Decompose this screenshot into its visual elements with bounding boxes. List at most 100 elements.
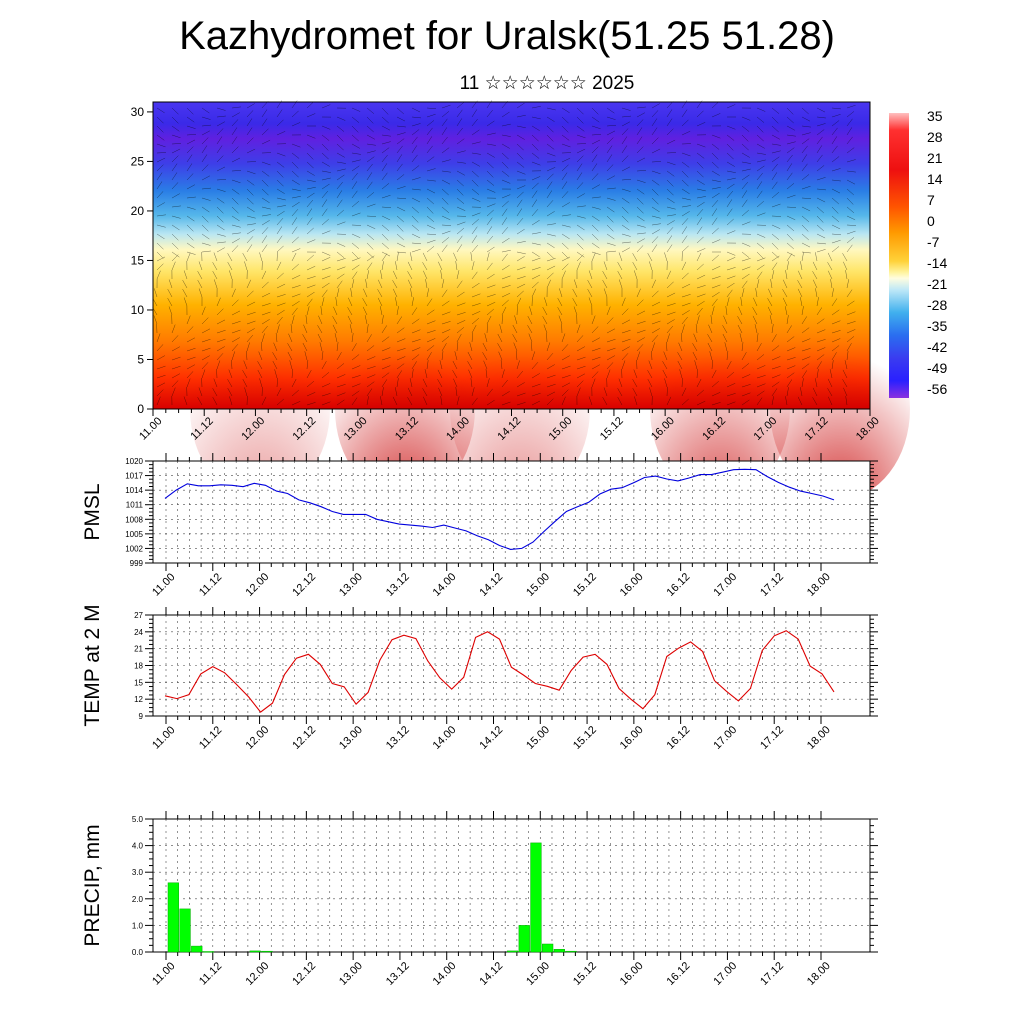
wind-barb	[752, 307, 758, 316]
wind-barb	[291, 368, 294, 379]
wind-barb	[366, 381, 375, 388]
wind-barb	[153, 315, 158, 325]
wind-barb	[696, 263, 704, 271]
wind-barb	[606, 369, 611, 379]
wind-barb	[306, 179, 316, 182]
wind-barb	[441, 230, 451, 235]
wind-barb	[441, 206, 450, 213]
wind-barb	[440, 396, 443, 406]
wind-barb	[467, 351, 473, 361]
wind-barb	[649, 261, 653, 271]
wind-barb	[471, 226, 478, 235]
wind-barb	[696, 368, 698, 379]
wind-barb	[846, 224, 857, 226]
wind-barb	[411, 129, 420, 136]
wind-barb	[785, 396, 788, 406]
wind-barb	[186, 134, 197, 136]
wind-barb	[456, 327, 465, 334]
wind-barb	[756, 152, 766, 155]
wind-barb	[785, 270, 788, 280]
wind-barb	[662, 361, 668, 370]
wind-barb	[501, 194, 511, 199]
wind-barb	[636, 197, 644, 205]
wind-barb	[831, 215, 840, 222]
wind-barb	[306, 359, 309, 370]
wind-barb	[711, 392, 721, 397]
wind-barb	[722, 325, 728, 334]
wind-barb	[663, 351, 668, 361]
wind-barb	[291, 389, 299, 397]
wind-barb	[350, 288, 353, 298]
wind-barb	[486, 399, 495, 406]
wind-barb	[741, 251, 750, 258]
wind-barb	[771, 345, 780, 352]
wind-barb	[411, 116, 422, 119]
wind-barb	[546, 398, 554, 406]
wind-barb	[666, 396, 672, 406]
y-tick-label: 15	[134, 678, 143, 687]
wind-barb	[216, 308, 224, 316]
wind-barb	[726, 289, 733, 298]
x-tick-label: 15.12	[571, 960, 599, 988]
wind-barb	[711, 208, 718, 217]
colorbar-label: 14	[927, 171, 943, 187]
wind-barb	[501, 208, 508, 217]
wind-barb	[606, 197, 616, 201]
wind-barb	[231, 288, 236, 298]
wind-barb	[321, 351, 324, 361]
precip-bar	[506, 950, 519, 953]
wind-barb	[411, 224, 419, 231]
wind-barb	[276, 324, 280, 334]
wind-barb	[336, 384, 346, 388]
wind-barb	[396, 145, 403, 154]
x-tick-label: 12.00	[243, 724, 271, 752]
wind-barb	[156, 365, 166, 370]
wind-barb	[546, 134, 554, 142]
x-tick-label: 13.12	[384, 571, 412, 599]
wind-barb	[171, 125, 180, 132]
wind-barb	[198, 387, 203, 397]
wind-barb	[497, 333, 503, 343]
wind-barb	[470, 252, 473, 262]
wind-barb	[797, 280, 803, 289]
wind-barb	[516, 290, 524, 298]
x-tick-label: 13.00	[337, 960, 365, 988]
wind-barb	[846, 279, 850, 289]
wind-barb	[411, 248, 421, 253]
x-tick-label: 15.12	[571, 724, 599, 752]
precip-bar	[518, 925, 530, 953]
wind-barb	[377, 279, 383, 289]
wind-barb	[846, 336, 855, 343]
wind-barb	[426, 309, 435, 316]
wind-barb	[636, 157, 646, 163]
wind-barb	[606, 224, 614, 232]
wind-barb	[501, 161, 509, 169]
wind-barb	[156, 152, 167, 154]
wind-barb	[726, 393, 736, 397]
wind-barb	[351, 159, 361, 163]
wind-barb	[351, 172, 358, 181]
wind-barb	[576, 155, 584, 163]
wind-barb	[381, 116, 389, 124]
wind-barb	[411, 318, 420, 325]
wind-barb	[171, 215, 181, 219]
wind-barb	[336, 152, 345, 158]
wind-barb	[786, 387, 789, 397]
wind-barb	[846, 170, 856, 173]
wind-barb	[828, 396, 833, 406]
wind-barb	[771, 255, 780, 262]
wind-barb	[336, 221, 346, 226]
wind-barb	[381, 365, 391, 370]
x-tick-label: 14.00	[431, 724, 459, 752]
wind-barb	[618, 378, 623, 388]
wind-barb	[452, 360, 458, 370]
wind-barb	[516, 114, 526, 118]
wind-barb	[602, 396, 608, 406]
wind-barb	[291, 274, 301, 280]
wind-barb	[812, 397, 818, 406]
temp-frame	[152, 614, 871, 717]
wind-barb	[276, 188, 285, 194]
wind-barb	[711, 113, 721, 118]
wind-barb	[321, 289, 328, 298]
wind-barb	[246, 301, 256, 307]
